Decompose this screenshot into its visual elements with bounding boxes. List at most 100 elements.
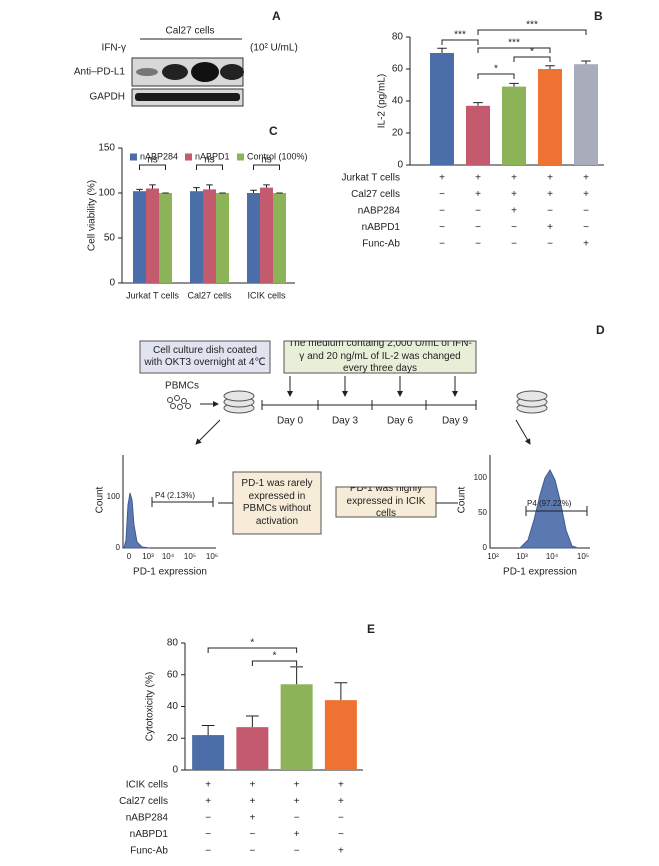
significance-bracket [477,73,515,79]
significance-bracket [253,164,280,170]
x-tick-label: 10² [487,552,499,561]
x-tick-label: 10⁵ [184,552,196,561]
error-bar [201,725,215,736]
note-box [283,340,477,374]
condition-mark: + [338,780,344,791]
condition-mark: − [583,206,589,217]
y-tick-label: 100 [98,188,115,199]
condition-mark: + [475,173,481,184]
note: Cell culture dish coated with OKT3 overn… [144,344,266,369]
condition-label: Jurkat T cells [341,173,400,184]
y-tick-label: 40 [392,96,404,107]
condition-mark: + [511,206,517,217]
bar [260,187,273,283]
y-tick-label: 80 [392,32,404,43]
y-tick-label: 40 [167,701,179,712]
significance-label: * [530,47,534,58]
significance-label: ns [204,155,215,166]
bar [430,53,454,165]
condition-label: Cal27 cells [351,189,400,200]
condition-mark: + [294,796,300,807]
bar [538,69,562,165]
panel-label: D [596,323,605,337]
error-bar [334,682,348,701]
condition-mark: + [511,189,517,200]
band [136,68,158,76]
condition-mark: + [583,173,589,184]
condition-mark: − [511,239,517,250]
condition-mark: − [547,239,553,250]
condition-mark: + [338,846,344,857]
condition-mark: + [249,780,255,791]
error-bar [545,65,555,69]
x-tick-label: 10⁵ [577,552,589,561]
condition-mark: − [439,222,445,233]
condition-mark: + [547,189,553,200]
legend-label: Control (100%) [247,151,308,161]
condition-mark: − [294,846,300,857]
condition-mark: − [439,189,445,200]
timeline-ticks [261,400,477,410]
significance-label: * [273,651,277,662]
legend-label: nABP284 [140,151,178,161]
condition-label: Func-Ab [362,239,400,250]
legend-label: nABPD1 [195,151,230,161]
condition-mark: − [511,222,517,233]
note-box [232,471,322,535]
y-tick-label: 0 [397,160,403,171]
condition-mark: − [583,222,589,233]
condition-label: nABP284 [126,813,169,824]
significance-bracket [207,647,298,653]
arrow [195,419,221,445]
significance-bracket [441,39,479,45]
y-tick-label: 50 [478,508,487,517]
condition-mark: + [583,189,589,200]
bar [466,105,490,165]
arrow [515,419,531,445]
bar [236,727,269,770]
error-bar [206,184,213,190]
bar [159,193,172,283]
condition-mark: + [249,813,255,824]
significance-label: *** [454,30,466,41]
result-note: PD-1 was highly expressed in ICIK cells [346,487,426,517]
condition-mark: + [547,173,553,184]
significance-bracket [477,29,587,35]
significance-bracket [139,164,166,170]
condition-mark: + [439,173,445,184]
day-label: Day 0 [277,416,304,427]
y-tick-label: 100 [107,492,121,501]
condition-label: nABPD1 [362,222,401,233]
row-label: GAPDH [89,92,125,103]
y-axis-title: Cell viability (%) [87,180,98,251]
condition-label: Func-Ab [130,846,168,857]
x-tick-label: Cal27 cells [187,290,232,300]
histogram [123,492,151,549]
gate-label: P4 (2.13%) [155,491,195,500]
bar [273,193,286,283]
condition-mark: + [294,829,300,840]
error-bar [193,187,200,192]
panel-label: C [269,124,278,138]
treatment-label: IFN-γ [102,43,126,54]
day-label: Day 3 [332,416,359,427]
panel-label: E [367,622,375,636]
condition-mark: − [475,206,481,217]
histogram [518,468,579,549]
band [135,93,240,101]
bar [574,64,598,165]
condition-mark: − [475,239,481,250]
medium-arrows [287,376,458,397]
error-bar [149,184,156,189]
condition-mark: − [205,813,211,824]
x-axis-title: PD-1 expression [133,567,207,578]
band [220,64,244,80]
y-tick-label: 0 [109,278,115,289]
significance-bracket [196,164,223,170]
dish-note: Cell culture dish coated with OKT3 overn… [144,344,266,369]
note-box [335,486,437,518]
band [191,62,219,82]
error-bar [250,189,257,193]
y-tick-label: 60 [167,669,179,680]
condition-mark: − [205,829,211,840]
